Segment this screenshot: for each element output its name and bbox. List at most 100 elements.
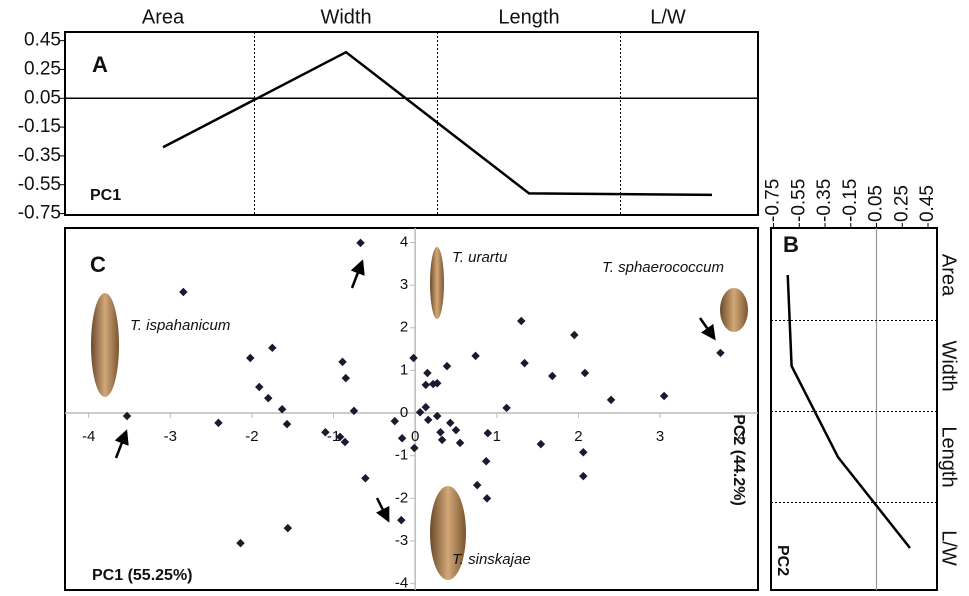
y-tick-label: -2 (395, 489, 408, 506)
category-label: L/W (938, 530, 960, 566)
panel-label: A (92, 52, 108, 77)
y-tick-label: 4 (400, 233, 408, 250)
point (397, 433, 407, 443)
point (410, 443, 419, 453)
point (255, 382, 264, 392)
grain-urartu (430, 247, 444, 319)
point (579, 448, 588, 457)
point (415, 407, 425, 417)
x-tick-label: 0 (411, 428, 419, 445)
point (421, 402, 431, 412)
species-label: T. sinskajae (452, 551, 531, 568)
point (122, 411, 132, 421)
point (321, 427, 330, 437)
point (397, 515, 406, 525)
point (246, 353, 255, 363)
x-tick-label: 0.25 (891, 185, 912, 222)
point (236, 538, 245, 548)
point (432, 378, 442, 388)
point (483, 428, 493, 438)
point (437, 435, 447, 445)
plot-frame (64, 31, 759, 216)
x-tick-label: -0.35 (814, 179, 835, 222)
point (409, 353, 418, 363)
x-tick-label: 4 (738, 428, 746, 445)
point (471, 351, 480, 361)
point (580, 368, 590, 378)
x-tick-label: 3 (656, 428, 664, 445)
category-label: Length (498, 6, 559, 28)
point (472, 480, 482, 490)
x-tick-label: -0.15 (840, 179, 861, 222)
y-tick-label: 1 (400, 361, 408, 378)
x-tick-label: 1 (493, 428, 501, 445)
point (423, 415, 433, 425)
y-tick-label: 0.05 (24, 87, 61, 108)
x-tick-label: 0.05 (866, 185, 887, 222)
point (482, 494, 492, 503)
y-tick-label: 0.45 (24, 30, 61, 51)
y-tick-label: 0.25 (24, 58, 61, 79)
point (442, 361, 452, 371)
y-tick-label: -1 (395, 447, 408, 464)
species-label: T. ispahanicum (130, 317, 230, 334)
x-tick-label: 2 (574, 428, 582, 445)
x-tick-label: -4 (82, 428, 95, 445)
y-axis-label: PC2 (44.2%) (730, 414, 747, 506)
point (481, 456, 491, 466)
point (268, 343, 277, 353)
point (341, 373, 351, 383)
panel-label: C (90, 252, 106, 277)
point (338, 357, 347, 367)
pc2-line (786, 274, 911, 549)
y-tick-label: -0.15 (18, 116, 61, 137)
category-label: Width (938, 340, 960, 391)
x-tick-label: 0.45 (917, 185, 938, 222)
point (283, 523, 293, 533)
arrow (375, 497, 390, 523)
grain-images (91, 247, 748, 580)
point (716, 348, 725, 358)
x-tick-label: -3 (164, 428, 177, 445)
x-tick-label: -1 (327, 428, 340, 445)
point (361, 474, 370, 483)
pc1-line (162, 50, 713, 197)
arrow (114, 429, 129, 459)
category-label: L/W (650, 6, 686, 28)
category-label: Length (938, 426, 960, 487)
category-label: Area (142, 6, 185, 28)
y-tick-label: 3 (400, 276, 408, 293)
point (446, 418, 455, 428)
point (264, 393, 273, 403)
point (432, 411, 442, 421)
point (517, 316, 526, 326)
point (421, 380, 431, 390)
point (349, 406, 359, 416)
plot-frame (770, 227, 938, 591)
grain-sphaerococcum (720, 288, 748, 332)
arrow (698, 317, 716, 341)
point (520, 358, 529, 368)
y-tick-label: -4 (395, 575, 408, 592)
species-label: T. sphaerococcum (602, 259, 724, 276)
point (214, 418, 223, 428)
point (548, 371, 557, 381)
point (570, 330, 579, 340)
grain-sinskajae (430, 486, 466, 580)
point (340, 437, 350, 447)
y-tick-label: -0.55 (18, 174, 61, 195)
category-label: Width (320, 6, 371, 28)
x-tick-label: -2 (245, 428, 258, 445)
point (455, 438, 465, 448)
pc-label: PC1 (90, 187, 121, 204)
point (390, 416, 400, 426)
point (659, 391, 669, 401)
point (606, 395, 616, 405)
y-tick-label: -0.75 (18, 203, 61, 224)
point (282, 419, 292, 429)
panel-label: B (783, 232, 799, 257)
x-tick-label: -0.55 (788, 179, 809, 222)
grain-ispahanicum (91, 293, 119, 397)
species-label: T. urartu (452, 249, 508, 266)
